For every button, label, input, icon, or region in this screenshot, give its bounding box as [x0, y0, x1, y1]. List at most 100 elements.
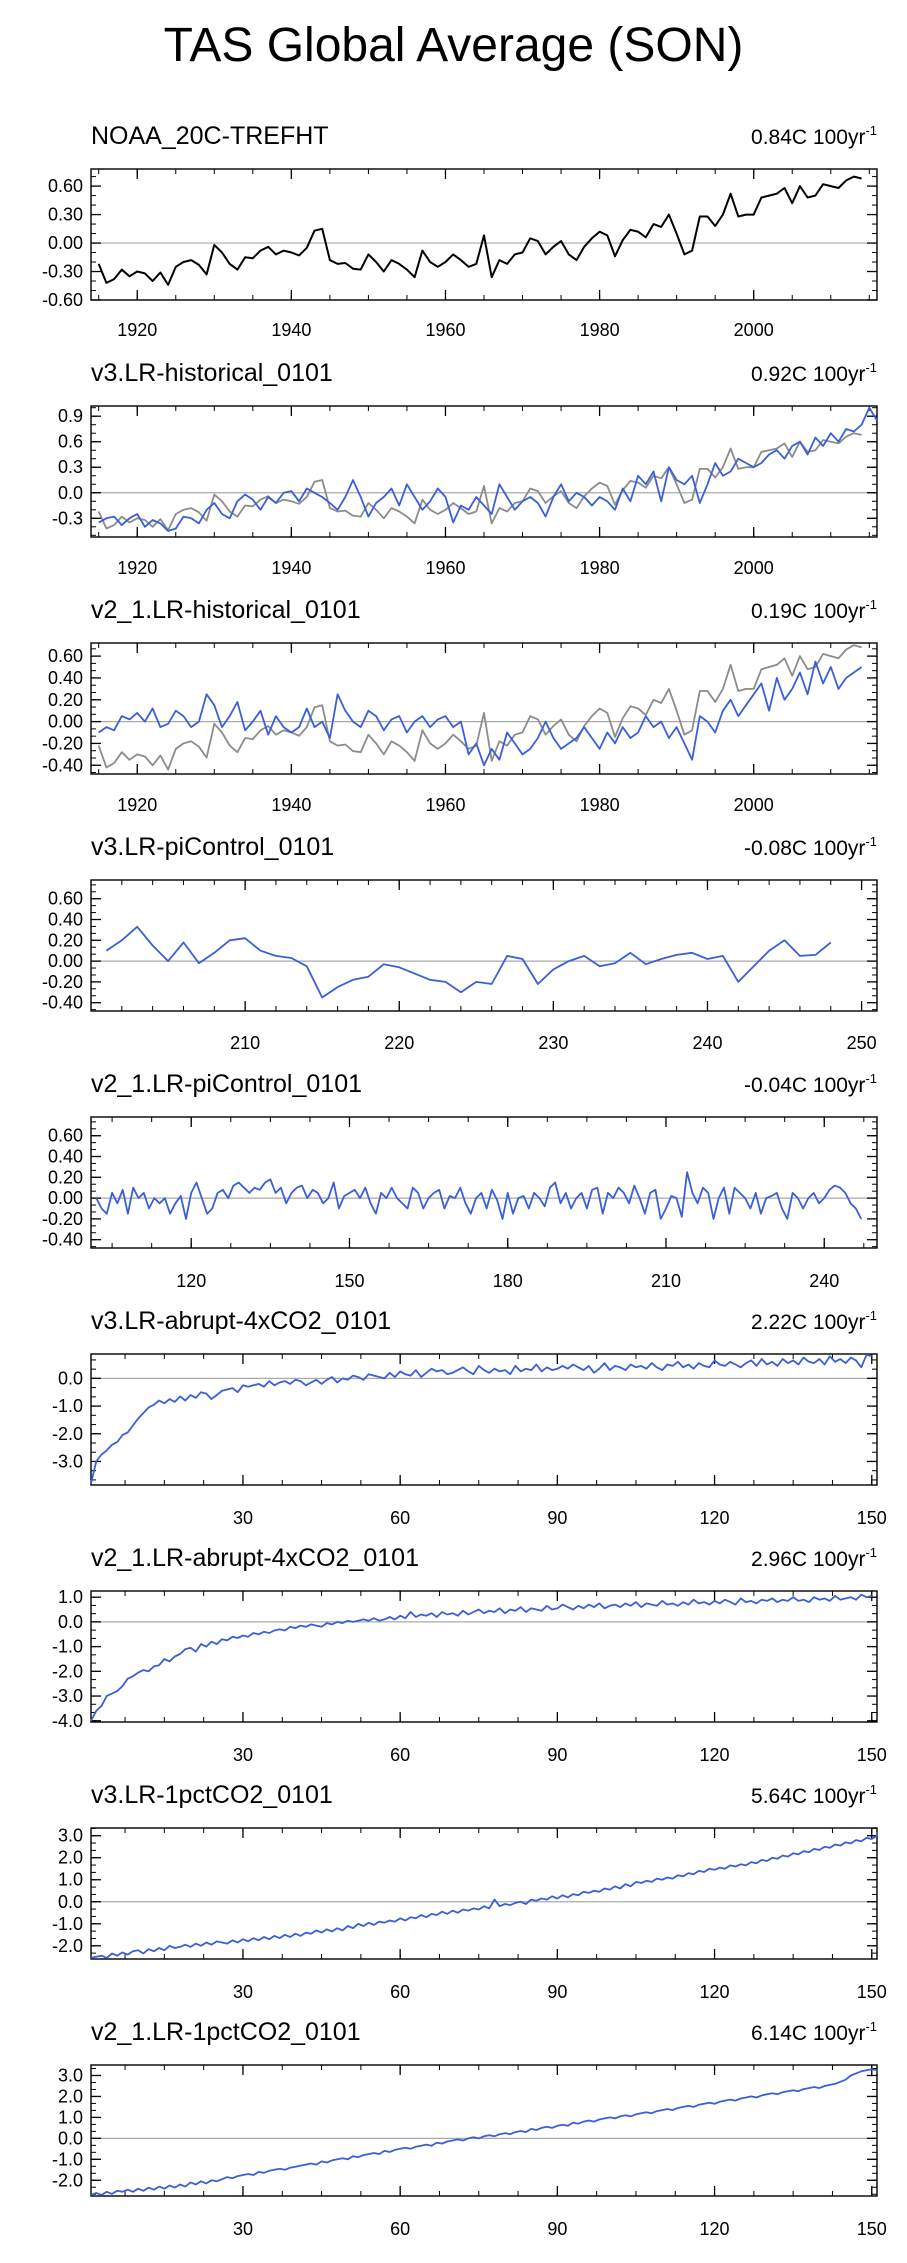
plot-frame	[90, 1590, 878, 1723]
x-tick-label: 1920	[117, 795, 157, 815]
x-tick-label: 230	[538, 1033, 568, 1053]
x-tick-label: 60	[390, 2219, 410, 2239]
panel-title: v2_1.LR-abrupt-4xCO2_0101	[91, 1544, 419, 1572]
y-tick-label: 0.40	[48, 1147, 83, 1167]
panel-trend: 2.96C 100yr-1	[751, 1545, 877, 1571]
y-tick-label: -0.20	[42, 733, 83, 753]
y-tick-label: 0.40	[48, 910, 83, 930]
x-tick-label: 1980	[580, 320, 620, 340]
x-tick-label: 30	[233, 1508, 253, 1528]
x-tick-label: 150	[857, 2219, 887, 2239]
panel-trend: 0.19C 100yr-1	[751, 597, 877, 623]
y-tick-label: 0.0	[58, 483, 83, 503]
x-tick-label: 250	[847, 1033, 877, 1053]
x-tick-label: 150	[857, 1508, 887, 1528]
y-tick-label: 0.60	[48, 176, 83, 196]
y-tick-label: -0.20	[42, 972, 83, 992]
chart-panel: v3.LR-abrupt-4xCO2_0101 2.22C 100yr-1 30 60…	[52, 1307, 887, 1528]
x-tick-label: 1980	[580, 795, 620, 815]
series-line	[105, 925, 832, 999]
series-line	[90, 1593, 873, 1722]
y-tick-label: -1.0	[52, 1914, 83, 1934]
x-tick-label: 1940	[271, 795, 311, 815]
y-tick-label: -4.0	[52, 1711, 83, 1731]
y-tick-label: -1.0	[52, 1637, 83, 1657]
chart-panel: v2_1.LR-historical_0101 0.19C 100yr-1 1920…	[42, 596, 878, 815]
plot-frame	[90, 879, 878, 1012]
x-tick-label: 180	[493, 1271, 523, 1291]
chart-panel: NOAA_20C-TREFHT 0.84C 100yr-1 1920 1940 1960…	[42, 122, 878, 340]
y-tick-label: -2.0	[52, 1661, 83, 1681]
x-tick-label: 240	[692, 1033, 722, 1053]
panel-title: v3.LR-piControl_0101	[91, 833, 334, 861]
x-tick-label: 2000	[734, 558, 774, 578]
y-tick-label: -0.40	[42, 1230, 83, 1250]
chart-panel: v3.LR-historical_0101 0.92C 100yr-1 1920 19…	[52, 359, 878, 578]
chart-panel: v2_1.LR-abrupt-4xCO2_0101 2.96C 100yr-1 30…	[52, 1544, 887, 1765]
x-tick-label: 90	[547, 1508, 567, 1528]
y-tick-label: 2.0	[58, 1848, 83, 1868]
plot-frame	[90, 405, 878, 538]
y-tick-label: 0.60	[48, 1126, 83, 1146]
x-tick-label: 1980	[580, 558, 620, 578]
x-tick-label: 210	[651, 1271, 681, 1291]
y-tick-label: 0.00	[48, 1188, 83, 1208]
x-tick-label: 240	[809, 1271, 839, 1291]
y-tick-label: 1.0	[58, 1587, 83, 1607]
y-tick-label: -0.40	[42, 755, 83, 775]
x-tick-label: 120	[700, 1982, 730, 2002]
y-tick-label: -3.0	[52, 1686, 83, 1706]
series-line	[95, 1171, 863, 1220]
chart-panel: v2_1.LR-piControl_0101 -0.04C 100yr-1 120 1…	[42, 1070, 878, 1291]
x-tick-label: 220	[384, 1033, 414, 1053]
y-tick-label: 0.0	[58, 1892, 83, 1912]
x-tick-label: 2000	[734, 320, 774, 340]
x-tick-label: 2000	[734, 795, 774, 815]
y-tick-label: 0.0	[58, 1368, 83, 1388]
y-tick-label: 0.40	[48, 668, 83, 688]
y-tick-label: -0.60	[42, 290, 83, 310]
panel-trend: 5.64C 100yr-1	[751, 1782, 877, 1808]
panel-title: NOAA_20C-TREFHT	[91, 122, 329, 150]
series-line	[90, 2068, 878, 2196]
series-line	[90, 1832, 878, 1959]
y-tick-label: 1.0	[58, 1870, 83, 1890]
y-tick-label: 2.0	[58, 2086, 83, 2106]
x-tick-label: 1920	[117, 558, 157, 578]
plot-frame	[90, 1116, 878, 1249]
x-tick-label: 120	[700, 2219, 730, 2239]
panel-title: v2_1.LR-piControl_0101	[91, 1070, 362, 1098]
plot-frame	[90, 2064, 878, 2197]
y-tick-label: 0.00	[48, 712, 83, 732]
y-tick-label: -0.3	[52, 508, 83, 528]
x-tick-label: 1960	[425, 558, 465, 578]
panel-title: v2_1.LR-historical_0101	[91, 596, 361, 624]
y-tick-label: 1.0	[58, 2107, 83, 2127]
x-tick-label: 30	[233, 1982, 253, 2002]
y-tick-label: -0.20	[42, 1209, 83, 1229]
panel-title: v3.LR-historical_0101	[91, 359, 333, 387]
y-tick-label: 0.3	[58, 457, 83, 477]
x-tick-label: 1940	[271, 558, 311, 578]
x-tick-label: 30	[233, 2219, 253, 2239]
y-tick-label: 0.20	[48, 690, 83, 710]
chart-panel: v2_1.LR-1pctCO2_0101 6.14C 100yr-1 30 60 90 1…	[52, 2018, 887, 2239]
y-tick-label: 0.60	[48, 646, 83, 666]
y-tick-label: 0.6	[58, 432, 83, 452]
y-tick-label: 0.9	[58, 406, 83, 426]
x-tick-label: 1960	[425, 795, 465, 815]
panel-title: v2_1.LR-1pctCO2_0101	[91, 2018, 361, 2046]
x-tick-label: 1960	[425, 320, 465, 340]
series-line	[90, 1353, 873, 1484]
y-tick-label: 0.20	[48, 930, 83, 950]
panel-trend: 6.14C 100yr-1	[751, 2019, 877, 2045]
x-tick-label: 90	[547, 1745, 567, 1765]
panel-title: v3.LR-abrupt-4xCO2_0101	[91, 1307, 391, 1335]
chart-panel: v3.LR-piControl_0101 -0.08C 100yr-1 210 220…	[42, 833, 878, 1053]
y-tick-label: 0.30	[48, 205, 83, 225]
panel-trend: -0.08C 100yr-1	[744, 834, 877, 860]
panel-trend: 0.92C 100yr-1	[751, 360, 877, 386]
panel-trend: 0.84C 100yr-1	[751, 123, 877, 149]
x-tick-label: 90	[547, 2219, 567, 2239]
